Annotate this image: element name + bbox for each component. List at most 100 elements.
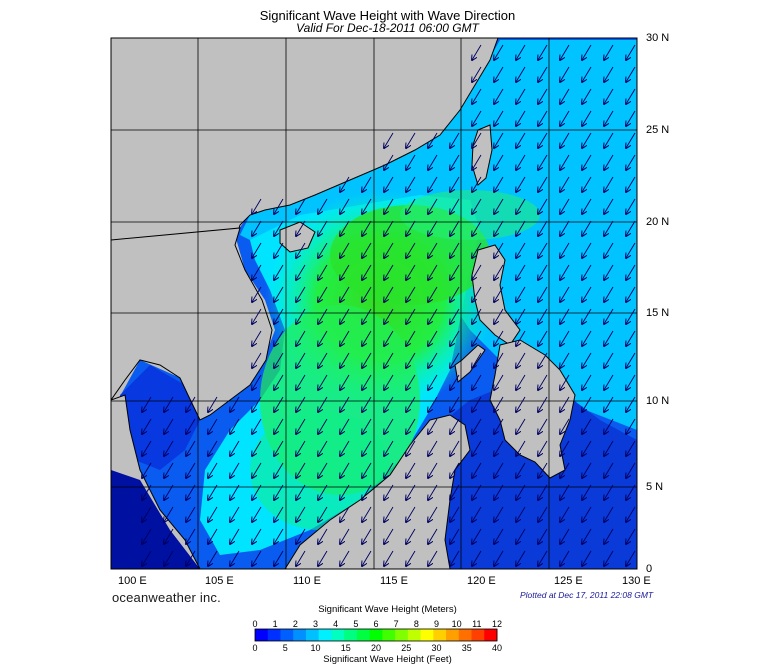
wave-arrow	[428, 220, 438, 236]
wave-arrow	[604, 462, 614, 478]
wave-arrow	[318, 198, 328, 214]
wave-arrow	[384, 330, 394, 346]
wave-arrow	[274, 528, 284, 544]
wave-arrow	[340, 374, 350, 390]
wave-arrow	[560, 462, 570, 478]
wave-arrow	[252, 484, 262, 500]
wave-arrow	[582, 132, 592, 148]
colorbar-meter-tick: 6	[373, 619, 379, 629]
lon-label-125: 125 E	[554, 575, 583, 587]
wave-arrow	[604, 286, 614, 302]
wave-arrow	[538, 330, 548, 346]
wave-arrow	[340, 264, 350, 280]
wave-arrow	[582, 484, 592, 500]
wave-arrow	[186, 396, 196, 412]
wave-arrow	[428, 176, 438, 192]
wave-arrow	[406, 308, 416, 324]
wave-arrow	[516, 242, 526, 258]
wave-arrow	[362, 352, 372, 368]
wave-arrow	[164, 484, 174, 500]
wave-arrow	[340, 176, 350, 192]
wave-arrow	[626, 220, 636, 236]
colorbar-meter-tick: 1	[272, 619, 278, 629]
wave-arrow	[406, 506, 416, 522]
wave-arrow	[560, 506, 570, 522]
wave-arrow	[406, 330, 416, 346]
wave-arrow	[296, 528, 306, 544]
wave-arrow	[582, 440, 592, 456]
colorbar-feet-tick: 40	[491, 643, 503, 653]
colorbar-swatch	[356, 629, 371, 641]
colorbar-meter-tick: 10	[451, 619, 462, 629]
wave-arrow	[560, 110, 570, 126]
wave-arrow	[318, 462, 328, 478]
wave-arrow	[208, 418, 218, 434]
wave-arrow	[516, 66, 526, 82]
wave-arrow	[516, 154, 526, 170]
wave-arrow	[252, 418, 262, 434]
wave-arrow	[604, 352, 614, 368]
wave-arrow	[142, 506, 152, 522]
wave-arrow	[472, 154, 482, 170]
wave-arrow	[626, 374, 636, 390]
wave-arrow	[208, 528, 218, 544]
wave-arrow	[318, 330, 328, 346]
wave-arrow	[252, 242, 262, 258]
wave-arrow	[538, 440, 548, 456]
wave-arrow	[186, 462, 196, 478]
wave-arrow	[362, 176, 372, 192]
wave-arrow	[538, 506, 548, 522]
wave-arrow	[516, 176, 526, 192]
wave-arrow	[604, 264, 614, 280]
wave-arrow	[450, 484, 460, 500]
wave-arrow	[516, 286, 526, 302]
wave-arrow	[384, 242, 394, 258]
wave-arrow	[362, 462, 372, 478]
wave-arrow	[340, 440, 350, 456]
wave-arrow	[626, 484, 636, 500]
wave-arrow	[538, 484, 548, 500]
wave-arrow	[494, 264, 504, 280]
wave-arrow	[494, 176, 504, 192]
wave-arrow	[340, 220, 350, 236]
wave-arrow	[252, 506, 262, 522]
wave-arrow	[252, 352, 262, 368]
wave-arrow	[428, 286, 438, 302]
wave-arrow	[428, 440, 438, 456]
wave-arrow	[494, 484, 504, 500]
wave-arrow	[428, 308, 438, 324]
wave-arrow	[582, 352, 592, 368]
wave-arrow	[626, 462, 636, 478]
wave-arrow	[384, 396, 394, 412]
wave-arrow	[274, 198, 284, 214]
wave-arrow	[186, 484, 196, 500]
wave-arrow	[582, 88, 592, 104]
wave-arrow	[494, 374, 504, 390]
wave-arrow	[560, 66, 570, 82]
wave-arrow	[406, 264, 416, 280]
wave-arrow	[604, 66, 614, 82]
wave-arrow	[582, 330, 592, 346]
wave-arrow	[406, 550, 416, 566]
wave-arrow	[560, 44, 570, 60]
wave-arrow	[384, 550, 394, 566]
wave-arrow	[362, 330, 372, 346]
wave-arrow	[626, 176, 636, 192]
luzon-strait-zone	[400, 190, 540, 240]
colorbar-swatch	[420, 629, 434, 641]
wave-arrow	[362, 396, 372, 412]
wave-arrow	[494, 462, 504, 478]
wave-arrow	[428, 418, 438, 434]
wave-arrow	[560, 242, 570, 258]
wave-arrow	[538, 88, 548, 104]
wave-arrow	[604, 418, 614, 434]
colorbar-title-meters: Significant Wave Height (Meters)	[318, 604, 457, 615]
wave-arrow	[472, 418, 482, 434]
wave-arrow	[516, 374, 526, 390]
colorbar-meter-tick: 7	[393, 619, 399, 629]
wave-arrow	[450, 154, 460, 170]
wave-arrow	[450, 286, 460, 302]
wave-arrow	[340, 528, 350, 544]
wave-arrow	[142, 418, 152, 434]
lat-label-20: 20 N	[646, 216, 670, 228]
